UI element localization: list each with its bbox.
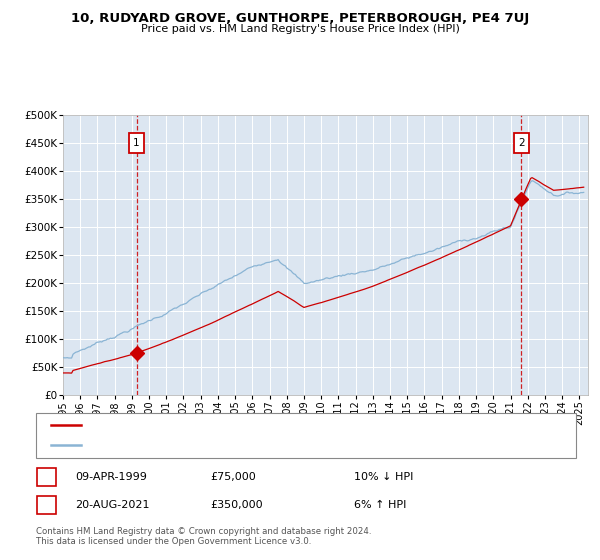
Text: 2: 2 xyxy=(518,138,524,148)
Text: 10, RUDYARD GROVE, GUNTHORPE, PETERBOROUGH, PE4 7UJ (detached house): 10, RUDYARD GROVE, GUNTHORPE, PETERBOROU… xyxy=(88,421,468,430)
Text: 10% ↓ HPI: 10% ↓ HPI xyxy=(354,472,413,482)
Text: 6% ↑ HPI: 6% ↑ HPI xyxy=(354,500,406,510)
Text: 20-AUG-2021: 20-AUG-2021 xyxy=(75,500,149,510)
Text: 10, RUDYARD GROVE, GUNTHORPE, PETERBOROUGH, PE4 7UJ: 10, RUDYARD GROVE, GUNTHORPE, PETERBOROU… xyxy=(71,12,529,25)
Text: 2: 2 xyxy=(43,500,50,510)
Text: 1: 1 xyxy=(43,472,50,482)
Text: 09-APR-1999: 09-APR-1999 xyxy=(75,472,147,482)
Text: £75,000: £75,000 xyxy=(210,472,256,482)
Text: HPI: Average price, detached house, City of Peterborough: HPI: Average price, detached house, City… xyxy=(88,441,362,450)
FancyBboxPatch shape xyxy=(514,133,529,153)
Text: Contains HM Land Registry data © Crown copyright and database right 2024.
This d: Contains HM Land Registry data © Crown c… xyxy=(36,526,371,546)
Text: £350,000: £350,000 xyxy=(210,500,263,510)
Text: 1: 1 xyxy=(133,138,140,148)
FancyBboxPatch shape xyxy=(129,133,144,153)
Text: Price paid vs. HM Land Registry's House Price Index (HPI): Price paid vs. HM Land Registry's House … xyxy=(140,24,460,34)
